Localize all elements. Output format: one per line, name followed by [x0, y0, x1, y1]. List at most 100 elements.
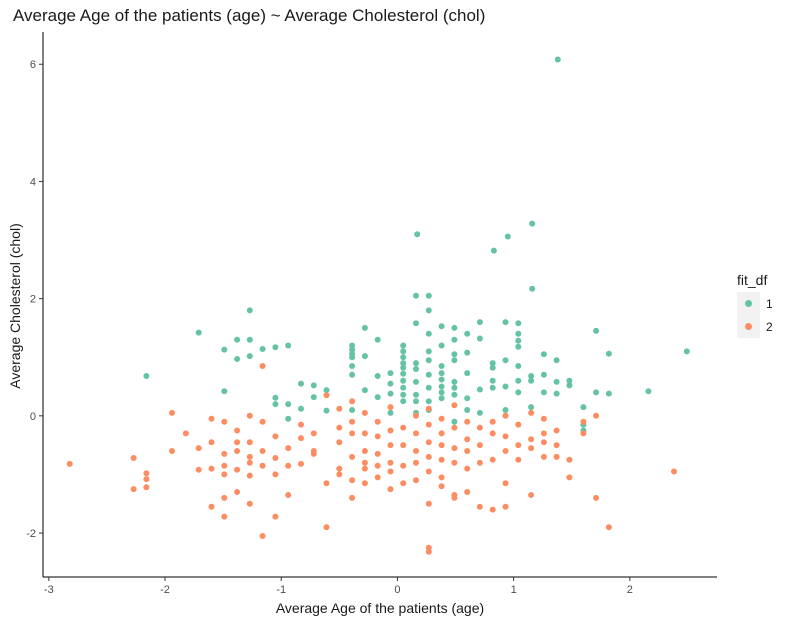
legend-dot-icon	[745, 300, 752, 307]
data-point-series-2	[464, 418, 471, 425]
legend-key	[737, 315, 760, 338]
data-point-series-1	[246, 307, 253, 314]
data-point-series-1	[400, 348, 407, 355]
data-point-series-1	[310, 394, 317, 401]
data-point-series-2	[515, 456, 522, 463]
data-point-series-2	[259, 533, 266, 539]
data-point-series-2	[298, 460, 304, 467]
data-point-series-2	[425, 544, 432, 551]
data-point-series-2	[246, 500, 253, 507]
data-point-series-1	[414, 231, 421, 238]
data-point-series-1	[425, 398, 432, 405]
x-tick-label: 0	[394, 584, 400, 596]
data-point-series-2	[208, 465, 215, 472]
data-point-series-2	[221, 418, 228, 425]
data-point-series-2	[195, 466, 202, 473]
data-point-series-1	[515, 330, 522, 337]
y-tick-label: -2	[26, 528, 36, 540]
data-point-series-1	[413, 378, 419, 385]
data-point-series-2	[246, 439, 253, 446]
data-point-series-1	[246, 353, 253, 360]
data-point-series-2	[272, 513, 279, 520]
data-point-series-2	[476, 424, 483, 431]
x-tick-label: -2	[160, 584, 170, 596]
data-point-series-1	[400, 398, 407, 405]
data-point-series-1	[438, 389, 445, 396]
data-point-series-1	[298, 380, 304, 387]
data-point-series-2	[310, 450, 317, 457]
data-point-series-1	[400, 377, 407, 384]
data-point-series-1	[566, 382, 573, 389]
data-point-series-1	[349, 371, 356, 378]
data-point-series-2	[323, 392, 330, 399]
data-point-series-2	[234, 448, 241, 454]
data-point-series-1	[438, 342, 445, 349]
data-point-series-1	[529, 285, 536, 292]
data-point-series-2	[438, 430, 445, 437]
data-point-series-2	[502, 448, 509, 454]
data-point-series-1	[438, 395, 445, 402]
data-point-series-2	[374, 462, 381, 469]
data-point-series-1	[310, 382, 317, 389]
data-point-series-2	[130, 486, 137, 493]
data-point-series-2	[349, 418, 356, 425]
data-point-series-1	[323, 407, 330, 414]
data-point-series-2	[387, 442, 394, 449]
data-point-series-1	[451, 357, 458, 364]
data-point-series-1	[272, 394, 279, 401]
data-point-series-1	[438, 376, 445, 383]
data-point-series-2	[528, 409, 535, 416]
data-point-series-1	[489, 364, 496, 371]
data-point-series-2	[464, 489, 471, 495]
data-point-series-2	[349, 477, 356, 484]
data-point-series-2	[451, 459, 458, 466]
data-point-series-1	[387, 390, 394, 397]
y-tick-label: 2	[30, 294, 36, 306]
data-point-series-2	[464, 448, 471, 454]
data-point-series-1	[529, 220, 536, 227]
data-point-series-2	[502, 480, 509, 487]
data-point-series-2	[349, 398, 356, 405]
data-point-series-2	[593, 494, 600, 501]
data-point-series-2	[515, 421, 522, 428]
data-point-series-2	[143, 476, 150, 483]
data-point-series-1	[425, 307, 432, 314]
data-point-series-1	[451, 418, 458, 425]
data-point-series-2	[361, 465, 368, 472]
data-point-series-2	[425, 500, 432, 507]
data-point-series-1	[438, 383, 445, 390]
data-point-series-1	[464, 330, 471, 337]
data-point-series-2	[553, 427, 560, 434]
data-point-series-1	[451, 351, 458, 358]
data-point-series-1	[451, 324, 458, 331]
data-point-series-1	[540, 389, 547, 396]
data-point-series-1	[143, 373, 150, 379]
data-point-series-1	[540, 371, 547, 378]
x-tick-label: 1	[511, 584, 517, 596]
data-point-series-1	[489, 384, 496, 391]
data-point-series-2	[425, 453, 432, 460]
data-point-series-2	[451, 424, 458, 431]
data-point-series-2	[259, 418, 266, 425]
data-point-series-2	[285, 445, 292, 452]
data-point-series-2	[540, 439, 547, 446]
data-point-series-1	[502, 319, 509, 326]
legend-title: fit_df	[737, 272, 768, 288]
x-axis-title: Average Age of the patients (age)	[276, 600, 484, 616]
data-point-series-2	[361, 480, 368, 487]
data-point-series-1	[593, 327, 600, 334]
data-point-series-2	[425, 439, 432, 446]
legend-label: 2	[766, 319, 773, 334]
data-point-series-1	[387, 380, 394, 387]
data-point-series-1	[400, 354, 407, 361]
data-point-series-1	[464, 407, 471, 413]
data-point-series-2	[553, 453, 560, 460]
data-point-series-2	[605, 524, 612, 531]
data-point-series-1	[451, 391, 458, 398]
data-point-series-1	[400, 360, 407, 367]
x-tick-label: 2	[627, 584, 633, 596]
data-point-series-2	[336, 465, 343, 472]
data-point-series-2	[246, 472, 253, 479]
data-point-series-1	[400, 384, 407, 391]
